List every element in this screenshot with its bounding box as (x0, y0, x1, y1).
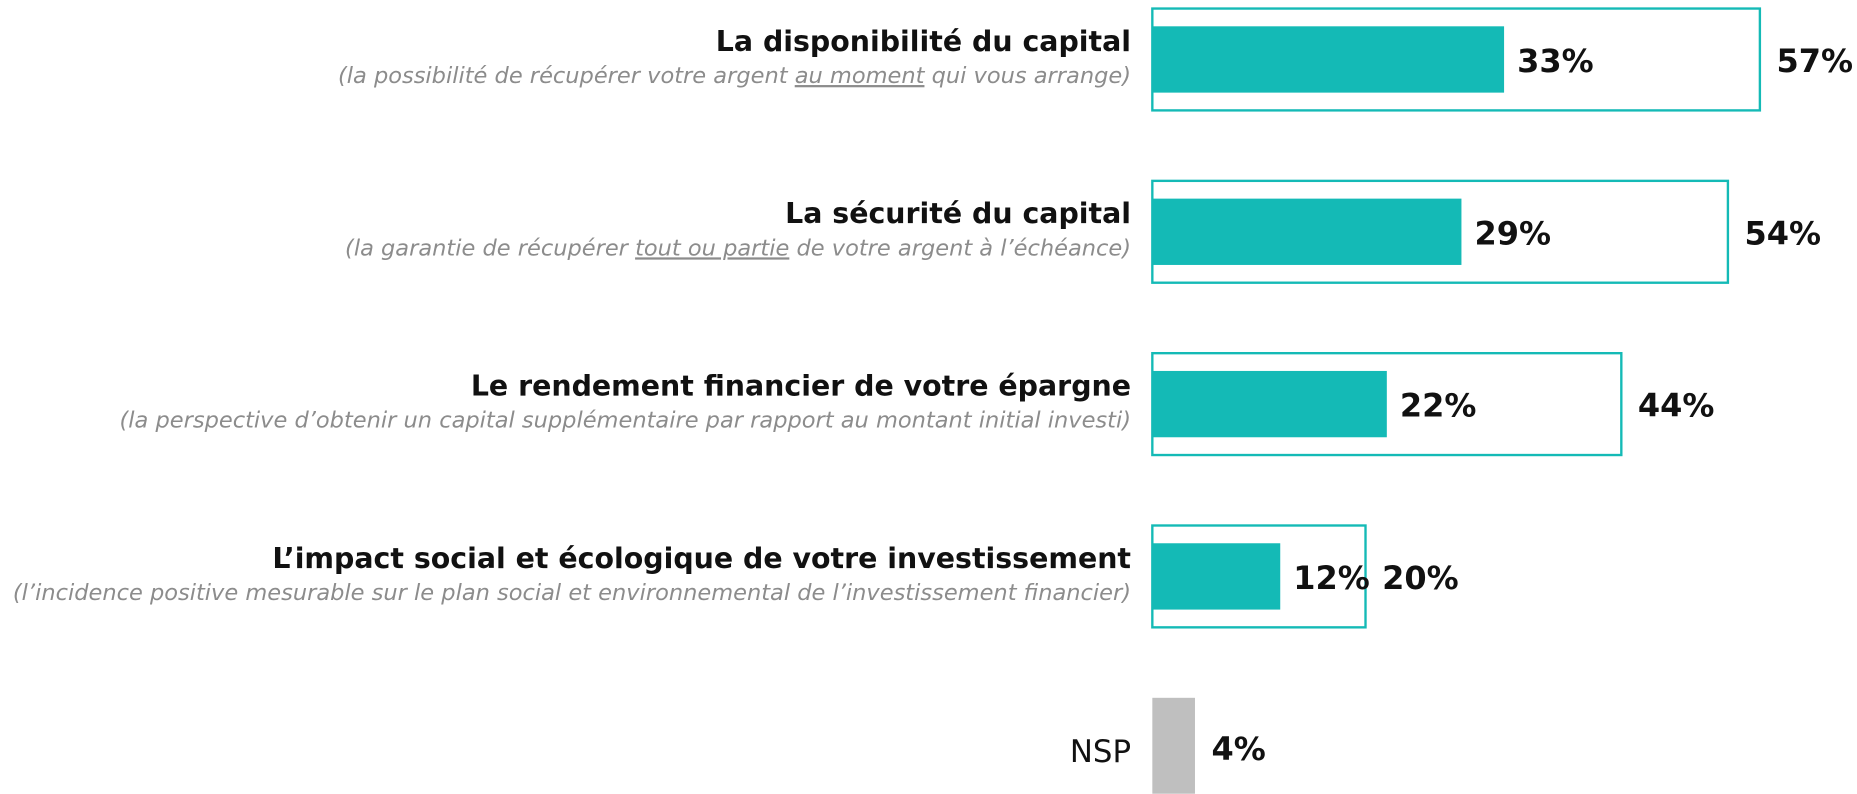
bar (1152, 543, 1281, 610)
subtitle-part: tout ou partie (635, 235, 789, 261)
category-label: Le rendement financier de votre épargne (471, 370, 1131, 403)
value-label: 4% (1212, 730, 1266, 768)
value-label: 22% (1400, 387, 1477, 425)
subtitle-part: (la possibilité de récupérer votre argen… (338, 63, 795, 89)
bar (1152, 370, 1387, 438)
value-label: 33% (1517, 42, 1594, 80)
value-label: 54% (1744, 214, 1821, 252)
category-subtitle: (la possibilité de récupérer votre argen… (338, 63, 1131, 89)
subtitle-part: (la garantie de récupérer (345, 235, 635, 261)
subtitle-part: qui vous arrange) (924, 63, 1131, 89)
category-subtitle: (la perspective d’obtenir un capital sup… (120, 407, 1131, 433)
value-label: 20% (1382, 559, 1459, 597)
value-label: 44% (1638, 387, 1715, 425)
subtitle-part: de votre argent à l’échéance) (789, 235, 1131, 261)
category-label: La sécurité du capital (785, 197, 1131, 230)
bar (1152, 198, 1462, 265)
subtitle-part: au moment (795, 63, 926, 89)
value-label: 57% (1776, 42, 1853, 80)
category-subtitle: (l’incidence positive mesurable sur le p… (13, 580, 1131, 606)
subtitle-part: (l’incidence positive mesurable sur le p… (13, 580, 1131, 606)
value-label: 29% (1474, 214, 1551, 252)
value-label: 12% (1293, 559, 1370, 597)
subtitle-part: (la perspective d’obtenir un capital sup… (120, 407, 1131, 433)
bar (1152, 26, 1505, 93)
nsp-bar (1152, 697, 1195, 794)
category-label: La disponibilité du capital (716, 25, 1131, 58)
category-label: L’impact social et écologique de votre i… (272, 542, 1131, 575)
nsp-label: NSP (1070, 734, 1131, 770)
category-subtitle: (la garantie de récupérer tout ou partie… (345, 235, 1131, 261)
